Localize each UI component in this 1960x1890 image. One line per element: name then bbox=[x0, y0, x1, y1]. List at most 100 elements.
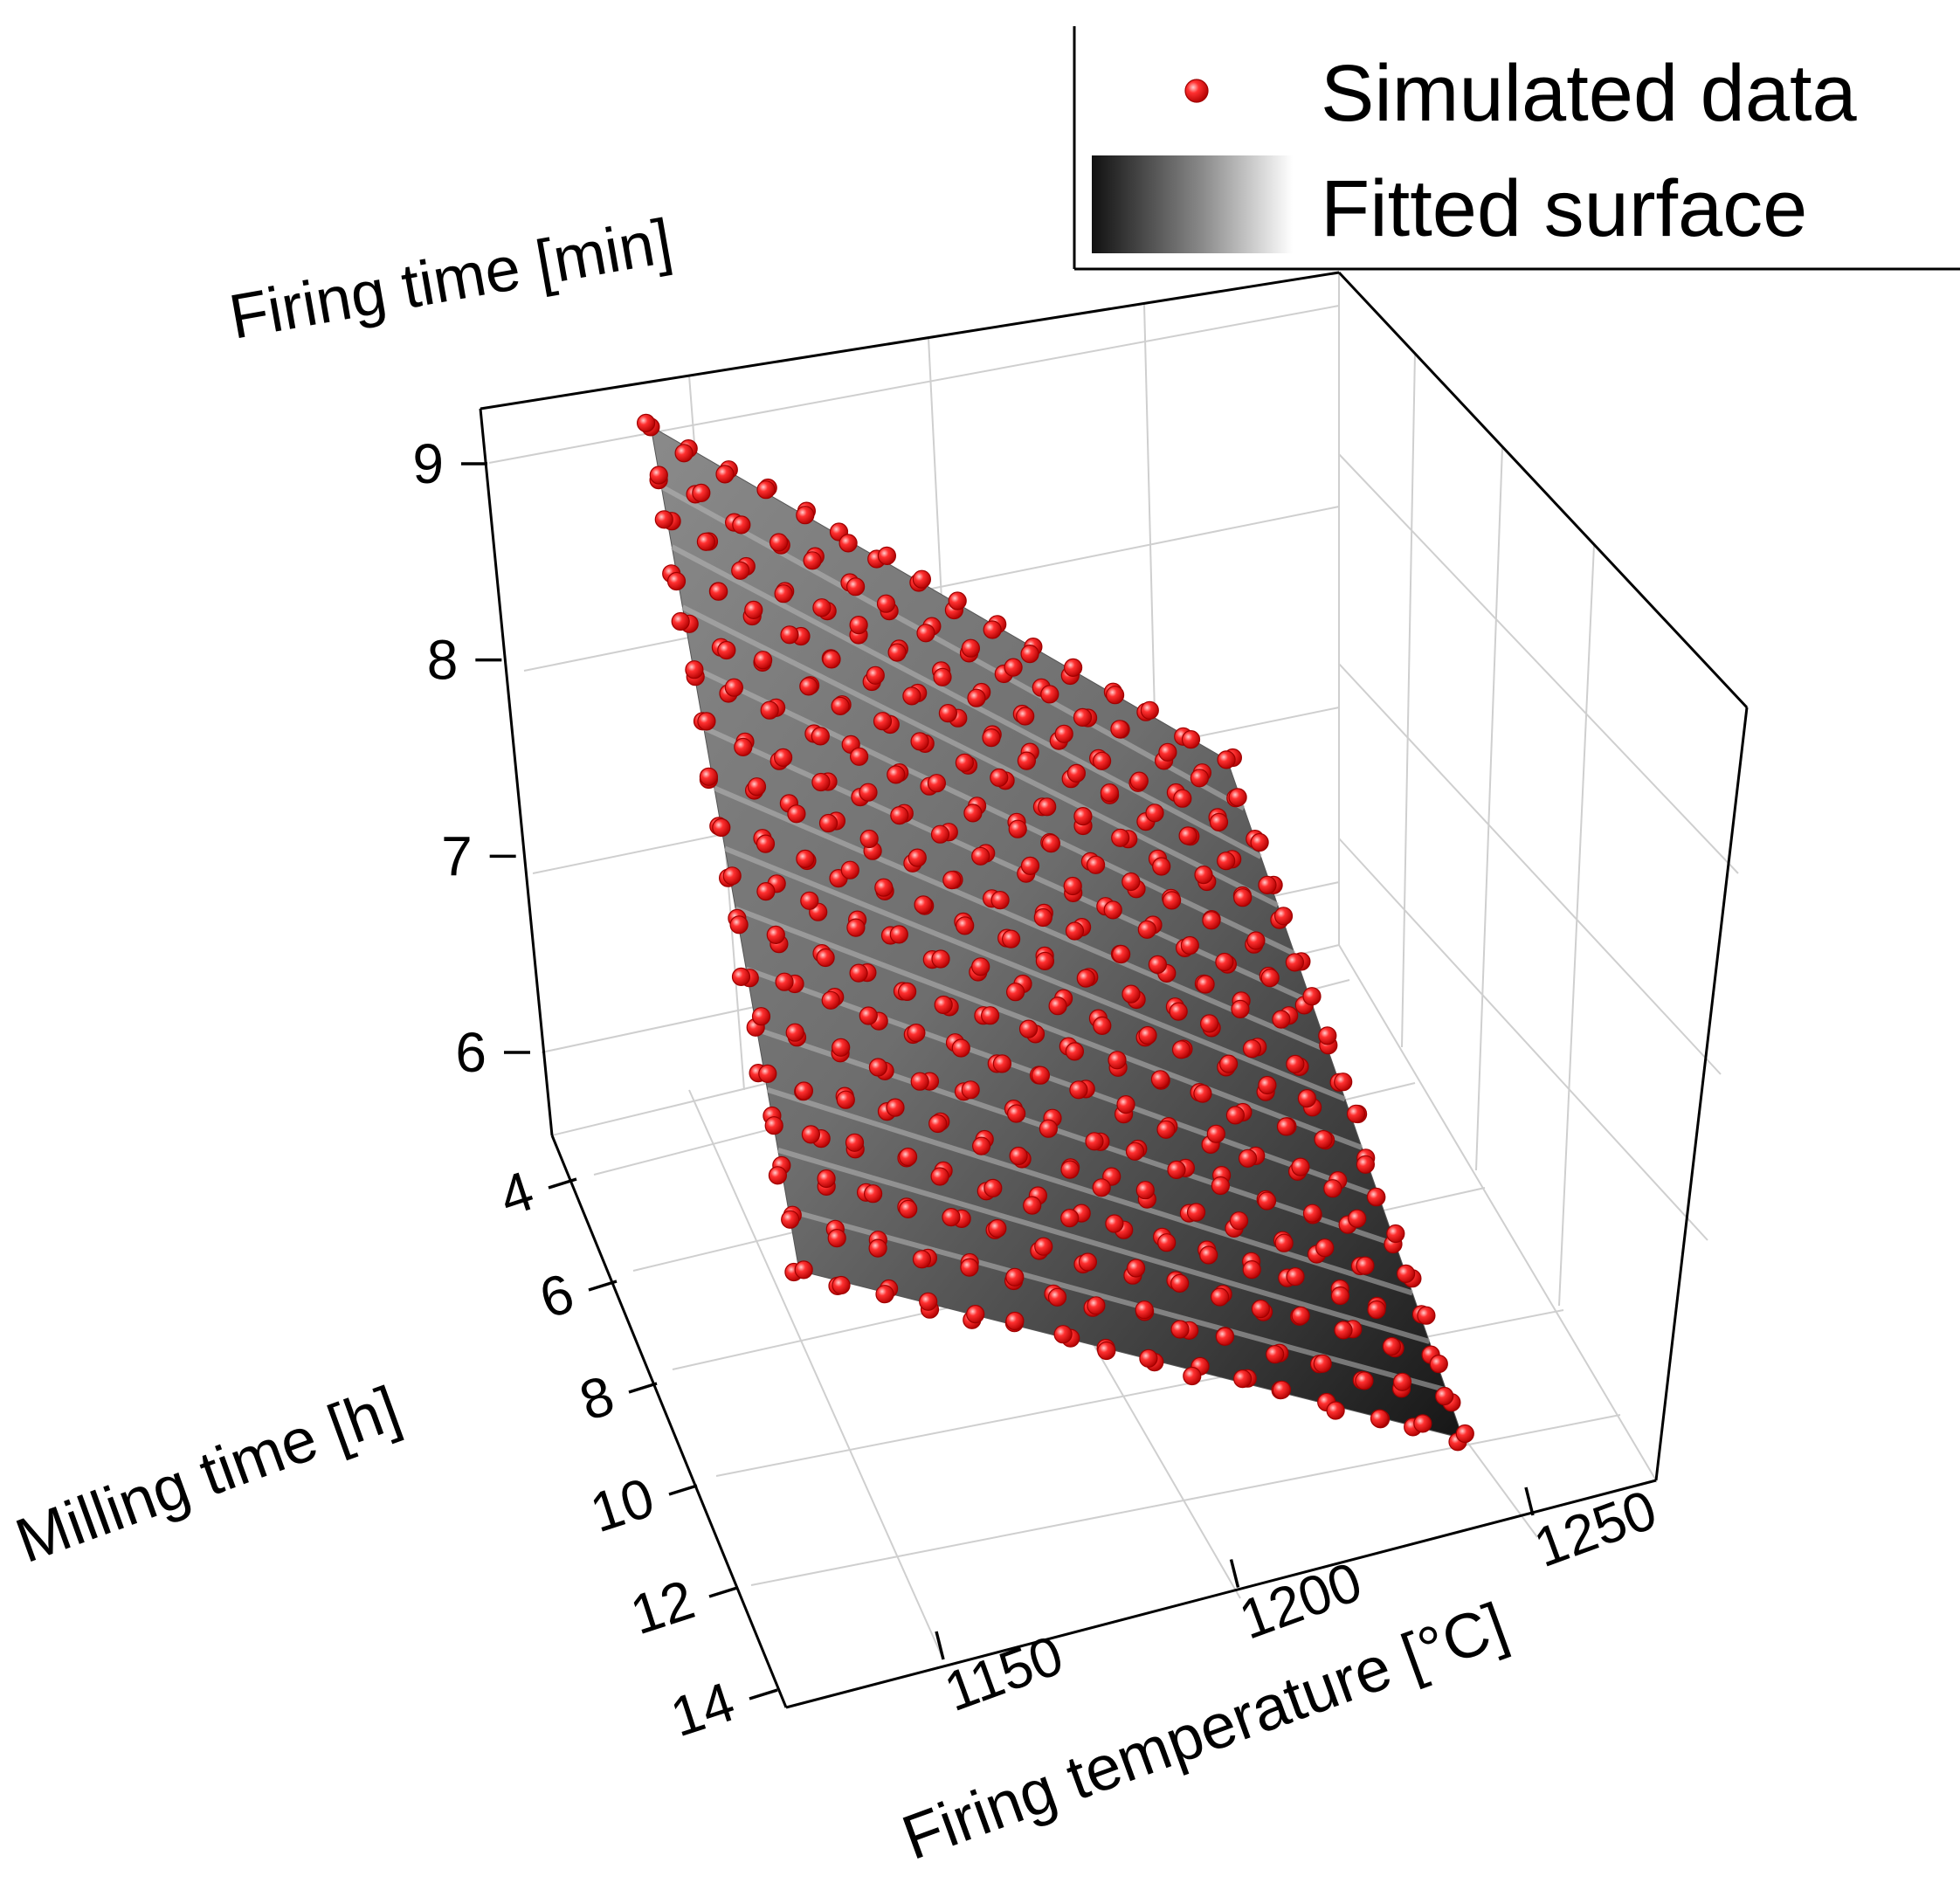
data-point bbox=[1315, 1238, 1335, 1258]
data-point bbox=[868, 1058, 888, 1077]
data-point bbox=[930, 1167, 949, 1186]
surface-stripe bbox=[756, 1026, 1397, 1247]
data-point bbox=[709, 582, 728, 601]
data-point bbox=[734, 737, 753, 757]
legend: Simulated data Fitted surface bbox=[1073, 26, 1960, 271]
data-point bbox=[785, 1023, 804, 1042]
data-point bbox=[1108, 1051, 1127, 1070]
data-point bbox=[1190, 769, 1210, 788]
y-axis-title: Milling time [h] bbox=[7, 1373, 409, 1576]
data-point bbox=[796, 849, 815, 869]
data-point bbox=[699, 767, 719, 786]
data-point bbox=[1392, 1372, 1412, 1391]
data-point bbox=[971, 1136, 991, 1155]
data-point bbox=[1167, 1160, 1186, 1180]
data-point bbox=[1206, 1124, 1225, 1143]
data-point bbox=[1033, 907, 1052, 928]
data-point bbox=[1330, 1286, 1350, 1306]
y-tick-label: 6 bbox=[532, 1261, 581, 1330]
data-point bbox=[1008, 819, 1027, 838]
data-point bbox=[1100, 783, 1120, 803]
data-point bbox=[942, 1207, 961, 1227]
data-point bbox=[1069, 1080, 1088, 1100]
data-point bbox=[1005, 1267, 1025, 1286]
data-point bbox=[1194, 865, 1213, 885]
data-point bbox=[874, 878, 894, 897]
data-point bbox=[753, 651, 773, 670]
data-point bbox=[831, 696, 850, 716]
data-point bbox=[1193, 1084, 1212, 1103]
data-point bbox=[1135, 1181, 1155, 1200]
data-point bbox=[692, 483, 711, 503]
data-point bbox=[1092, 751, 1112, 770]
y-tick-label: 10 bbox=[583, 1466, 661, 1544]
data-point bbox=[930, 824, 950, 844]
data-point bbox=[966, 1304, 985, 1324]
data-point bbox=[1135, 1300, 1154, 1320]
data-point bbox=[934, 995, 953, 1015]
data-point bbox=[1018, 1019, 1039, 1038]
data-point bbox=[685, 660, 704, 679]
surface-stripe bbox=[766, 1086, 1414, 1296]
data-point bbox=[1346, 1104, 1366, 1123]
data-point bbox=[649, 466, 668, 485]
data-point bbox=[887, 765, 906, 784]
data-point bbox=[948, 591, 967, 610]
data-point bbox=[1093, 1016, 1112, 1036]
data-point bbox=[933, 667, 952, 686]
data-point bbox=[873, 712, 893, 731]
x-tick-mark bbox=[935, 1631, 945, 1660]
surface-stripe bbox=[659, 484, 1246, 811]
data-point bbox=[1199, 1245, 1218, 1265]
data-point bbox=[1017, 751, 1037, 770]
data-point bbox=[1429, 1354, 1448, 1374]
data-point bbox=[1233, 888, 1253, 907]
x-tick-mark bbox=[1524, 1486, 1535, 1516]
data-point bbox=[839, 534, 858, 553]
data-point bbox=[1105, 686, 1125, 705]
data-point bbox=[1148, 955, 1168, 975]
data-point bbox=[747, 777, 767, 797]
data-point bbox=[822, 650, 841, 669]
data-point bbox=[1111, 828, 1130, 847]
data-point bbox=[1065, 1042, 1085, 1061]
data-point bbox=[988, 1218, 1007, 1238]
data-point bbox=[1211, 1176, 1231, 1196]
data-point bbox=[1232, 1369, 1253, 1389]
data-point bbox=[1103, 900, 1122, 920]
z-tick-label: 9 bbox=[412, 432, 444, 495]
data-point bbox=[801, 1125, 821, 1144]
data-point bbox=[963, 804, 983, 823]
data-point bbox=[990, 768, 1009, 788]
data-point bbox=[971, 957, 990, 976]
data-point bbox=[1063, 876, 1082, 896]
y-tick-mark bbox=[548, 1177, 577, 1190]
data-point bbox=[1126, 1259, 1146, 1278]
data-point bbox=[961, 1080, 980, 1100]
data-point bbox=[1009, 1146, 1028, 1166]
data-point bbox=[758, 1064, 777, 1084]
data-point bbox=[773, 748, 793, 768]
data-point bbox=[1129, 771, 1149, 790]
data-point bbox=[980, 1006, 1000, 1025]
data-point bbox=[722, 866, 742, 886]
y-tick-label: 14 bbox=[663, 1670, 742, 1749]
data-point bbox=[1276, 1117, 1296, 1136]
z-tick-label: 8 bbox=[427, 629, 459, 692]
z-tick-label: 6 bbox=[455, 1021, 487, 1084]
data-point bbox=[890, 805, 909, 825]
data-point bbox=[1066, 763, 1087, 783]
data-point bbox=[1417, 1306, 1436, 1325]
data-point bbox=[756, 834, 776, 853]
data-point bbox=[1455, 1424, 1474, 1444]
data-point bbox=[1170, 1273, 1190, 1293]
data-point bbox=[836, 1090, 855, 1109]
data-point bbox=[1370, 1409, 1390, 1428]
data-point bbox=[1285, 953, 1305, 972]
data-point bbox=[1291, 1157, 1310, 1176]
data-point bbox=[1318, 1026, 1337, 1045]
surface-stripe bbox=[713, 785, 1329, 1053]
data-point bbox=[712, 817, 731, 838]
data-point bbox=[780, 625, 799, 645]
